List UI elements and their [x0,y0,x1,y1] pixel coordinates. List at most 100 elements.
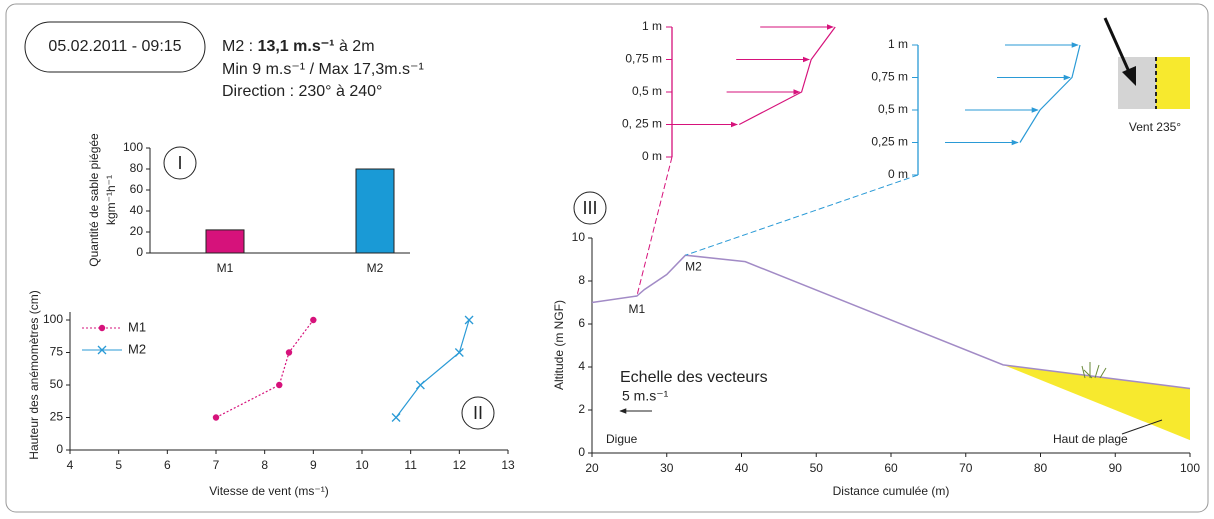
frame [5,3,1209,513]
connector [685,174,919,256]
wind-profile-line [1019,44,1081,143]
point [391,413,401,422]
x-tick-label: 70 [959,461,973,475]
x-tick-label: M2 [367,261,384,275]
y-tick-label: 80 [130,161,144,175]
y-tick-label: 100 [123,140,143,154]
y-tick-label: 0 [578,445,585,459]
point [285,349,293,356]
wind-arrow [1103,17,1132,75]
y-tick-label: 6 [578,316,585,330]
beach-area [1003,364,1190,441]
x-tick-label: 12 [453,458,467,472]
y-tick-label: 1 m [888,37,908,51]
panel-label: III [582,198,597,218]
y-tick-label: 0 m [888,167,908,181]
x-tick-label: 6 [164,458,171,472]
y-tick-label: 25 [50,410,64,424]
wind-label: Vent 235° [1129,120,1181,134]
y-tick-label: 75 [50,345,64,359]
y-tick-label: 1 m [642,19,662,33]
vegetation [1081,362,1107,379]
legend-label: M1 [128,319,146,334]
terrain-profile [591,254,1191,390]
x-tick-label: 7 [213,458,220,472]
x-tick-label: 40 [735,461,749,475]
x-tick-label: 100 [1180,461,1200,475]
x-tick-label: 50 [810,461,824,475]
x-tick-label: 9 [310,458,317,472]
station-label: M2 [685,259,702,273]
y-tick-label: 0, 25 m [622,117,662,131]
scale-title: Echelle des vecteurs [620,369,768,386]
y-tick-label: 0 m [642,149,662,163]
x-tick-label: 90 [1109,461,1123,475]
point [415,380,425,390]
point [212,414,220,421]
bar [355,168,395,254]
x-tick-label: 60 [884,461,898,475]
header-part: à 2m [335,38,375,55]
pointer [1121,419,1163,435]
connector [636,156,673,297]
x-tick-label: 4 [67,458,74,472]
x-axis-label: Vitesse de vent (ms⁻¹) [209,484,328,498]
y-tick-label: 0,5 m [632,84,662,98]
y-tick-label: 60 [130,182,144,196]
x-tick-label: 10 [355,458,369,472]
y-tick-label: 20 [130,224,144,238]
panel-circle [461,396,495,430]
y-tick-label: 0 [56,442,63,456]
y-tick-label: 8 [578,273,585,287]
y-tick-label: 50 [50,377,64,391]
y-tick-label: 4 [578,359,585,373]
series-line [215,319,314,419]
x-tick-label: 8 [261,458,268,472]
station-label: M1 [629,302,646,316]
panel-label: II [473,403,483,423]
point [310,316,317,324]
x-tick-label: M1 [217,261,234,275]
legend-marker [98,324,106,332]
y-tick-label: 0,5 m [878,102,908,116]
right-label: Haut de plage [1053,432,1128,446]
x-tick-label: 5 [115,458,122,472]
x-tick-label: 13 [501,458,515,472]
y-tick-label: 0,25 m [871,135,908,149]
left-label: Digue [606,432,638,446]
bar [205,229,245,254]
legend-marker [97,345,107,355]
series-line [395,319,470,418]
y-tick-label: 100 [43,312,63,326]
beach-icon [1156,57,1190,109]
panel-label: I [177,153,182,173]
x-axis-label: Distance cumulée (m) [833,484,950,498]
legend-label: M2 [128,341,146,356]
point [454,348,464,357]
land-icon [1118,57,1156,109]
wind-profile-line [738,26,836,126]
y-axis-label: Quantité de sable piégée [87,133,101,267]
date: 05.02.2011 - 09:15 [48,38,181,55]
y-tick-label: 2 [578,402,585,416]
y-tick-label: 0 [136,245,143,259]
date-box [24,21,206,73]
y-axis-label: Hauteur des anémomètres (cm) [27,290,41,459]
panel-circle [573,191,607,225]
x-tick-label: 30 [660,461,674,475]
header-part: M2 : [222,38,258,55]
x-tick-label: 80 [1034,461,1048,475]
x-tick-label: 20 [585,461,599,475]
point [464,315,474,325]
point [276,381,283,389]
y-tick-label: 40 [130,203,144,217]
y-axis-label: Altitude (m NGF) [552,300,566,390]
header-line: Min 9 m.s⁻¹ / Max 17,3m.s⁻¹ [222,61,424,78]
y-tick-label: 10 [572,230,586,244]
header-line: Direction : 230° à 240° [222,83,382,100]
scale-label: 5 m.s⁻¹ [622,388,669,404]
x-tick-label: 11 [404,458,417,472]
header-part: 13,1 m.s⁻¹ [258,38,335,55]
